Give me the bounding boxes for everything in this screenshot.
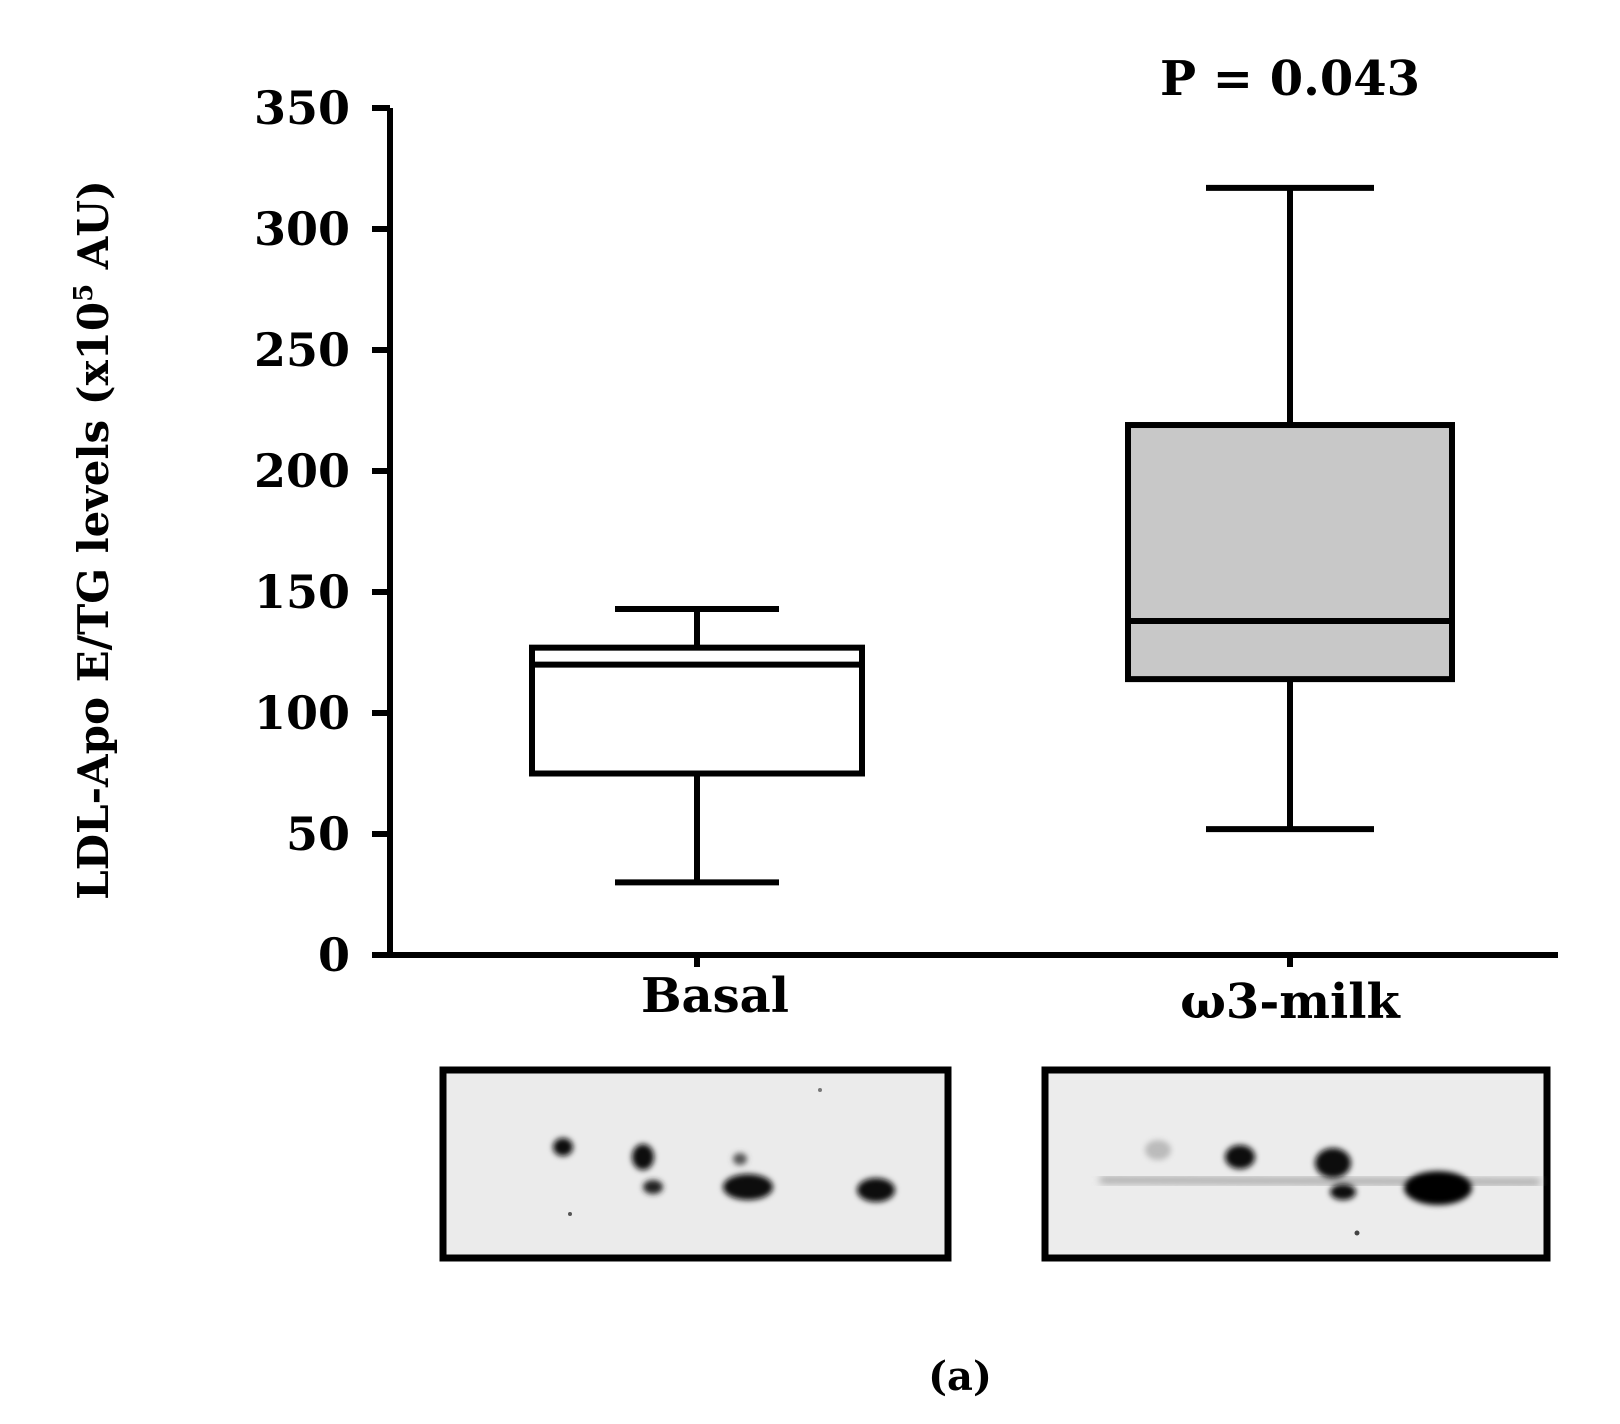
box-plot-omega3-milk [1125, 184, 1455, 833]
box-iqr [529, 644, 865, 777]
blot-basal [439, 1066, 952, 1262]
blot-omega3-milk [1041, 1066, 1551, 1262]
x-tick-label: Basal [641, 968, 789, 1024]
y-tick-label: 250 [254, 323, 350, 377]
y-axis-title-tail: AU) [69, 180, 118, 284]
y-ticks: 0 50 100 150 200 250 300 350 [254, 81, 390, 982]
y-axis-title-sup: 5 [69, 284, 99, 302]
y-tick-label: 200 [254, 444, 350, 498]
panel-label: (a) [928, 1353, 992, 1400]
y-axis-title: LDL-Apo E/TG levels (x105 AU) [69, 180, 118, 900]
y-tick-label: 0 [318, 928, 350, 982]
box-iqr [1125, 422, 1455, 683]
p-value-annotation: P = 0.043 [1160, 51, 1420, 107]
boxes [529, 184, 1455, 886]
x-tick-label: ω3-milk [1180, 974, 1401, 1030]
y-axis-title-main: LDL-Apo E/TG levels (x10 [69, 302, 118, 900]
axes [375, 108, 1558, 958]
y-tick-label: 300 [254, 202, 350, 256]
y-tick-label: 150 [254, 565, 350, 619]
y-tick-label: 100 [254, 686, 350, 740]
box-plot-basal [529, 605, 865, 886]
x-ticks: Basal ω3-milk [641, 955, 1402, 1030]
y-tick-label: 350 [254, 81, 350, 135]
y-tick-label: 50 [286, 807, 350, 861]
